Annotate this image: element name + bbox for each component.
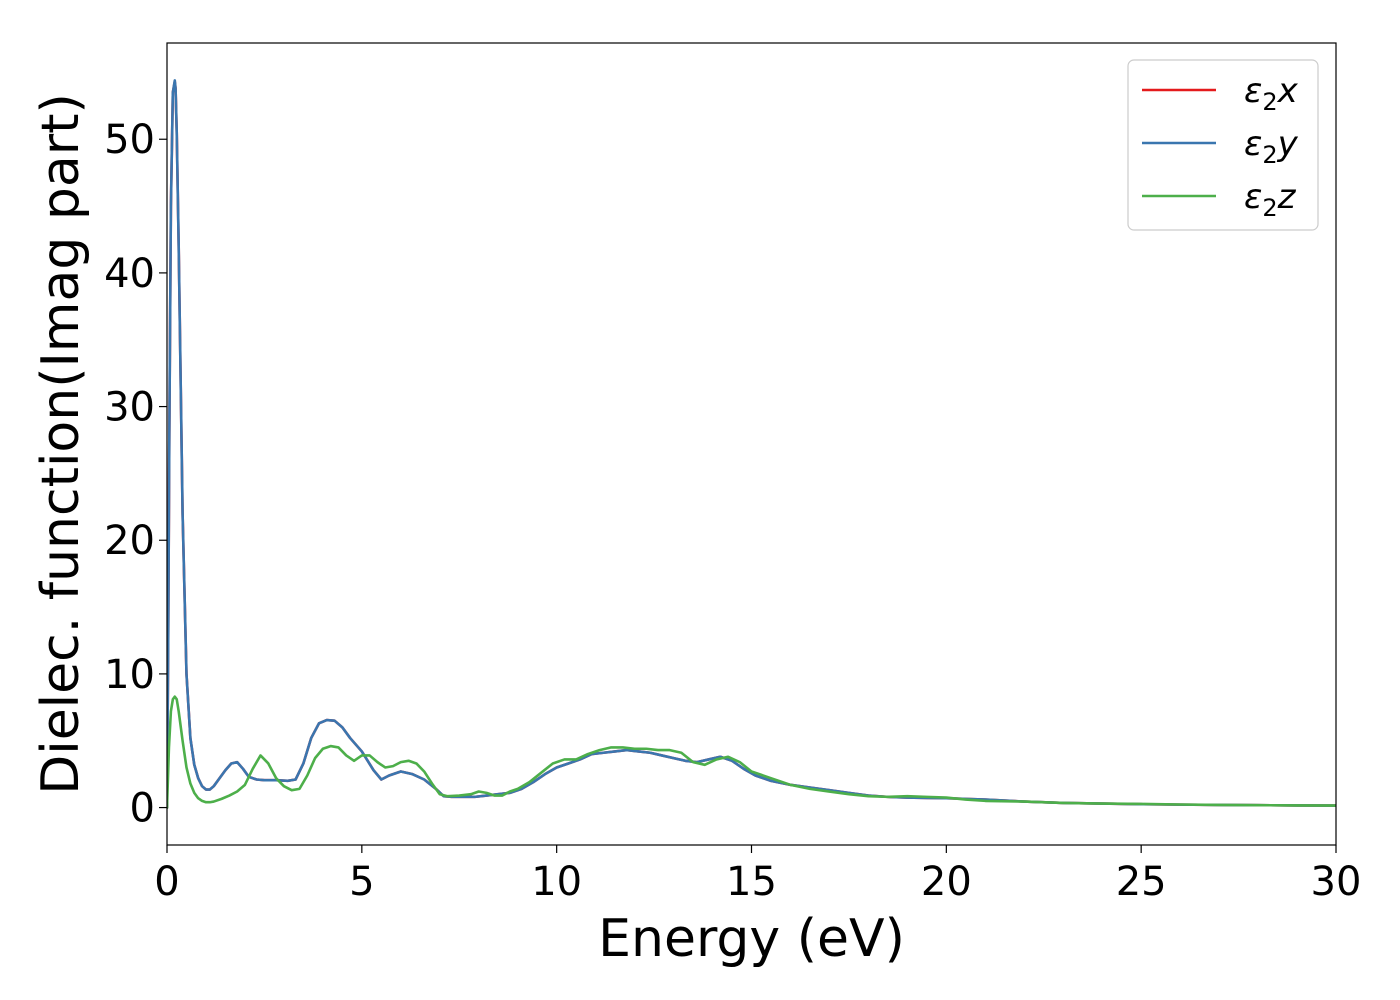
x-axis: 0 5 10 15 20 25 30 — [154, 845, 1361, 905]
y-tick-label: 50 — [104, 117, 155, 163]
x-tick-label: 30 — [1311, 859, 1362, 905]
legend: ε2x ε2y ε2z — [1127, 59, 1319, 231]
x-tick-label: 20 — [921, 859, 972, 905]
legend-label-z: ε2z — [1244, 177, 1297, 222]
y-axis-label: Dielec. function(Imag part) — [31, 93, 91, 795]
y-axis: 0 10 20 30 40 50 — [104, 117, 167, 832]
y-tick-label: 40 — [104, 251, 155, 297]
y-tick-label: 10 — [104, 652, 155, 698]
y-tick-label: 30 — [104, 385, 155, 431]
series-layer — [167, 79, 1336, 809]
x-tick-label: 15 — [726, 859, 777, 905]
y-tick-label: 20 — [104, 518, 155, 564]
x-axis-label: Energy (eV) — [598, 909, 905, 969]
legend-box — [1127, 59, 1319, 231]
x-tick-label: 5 — [349, 859, 374, 905]
x-tick-label: 0 — [154, 859, 179, 905]
x-tick-label: 10 — [531, 859, 582, 905]
y-tick-label: 0 — [130, 786, 155, 832]
plot-area — [166, 42, 1337, 846]
legend-label-y: ε2y — [1244, 124, 1299, 169]
legend-label-x: ε2x — [1244, 71, 1299, 116]
x-tick-label: 25 — [1116, 859, 1167, 905]
series-line-z — [167, 695, 1336, 809]
